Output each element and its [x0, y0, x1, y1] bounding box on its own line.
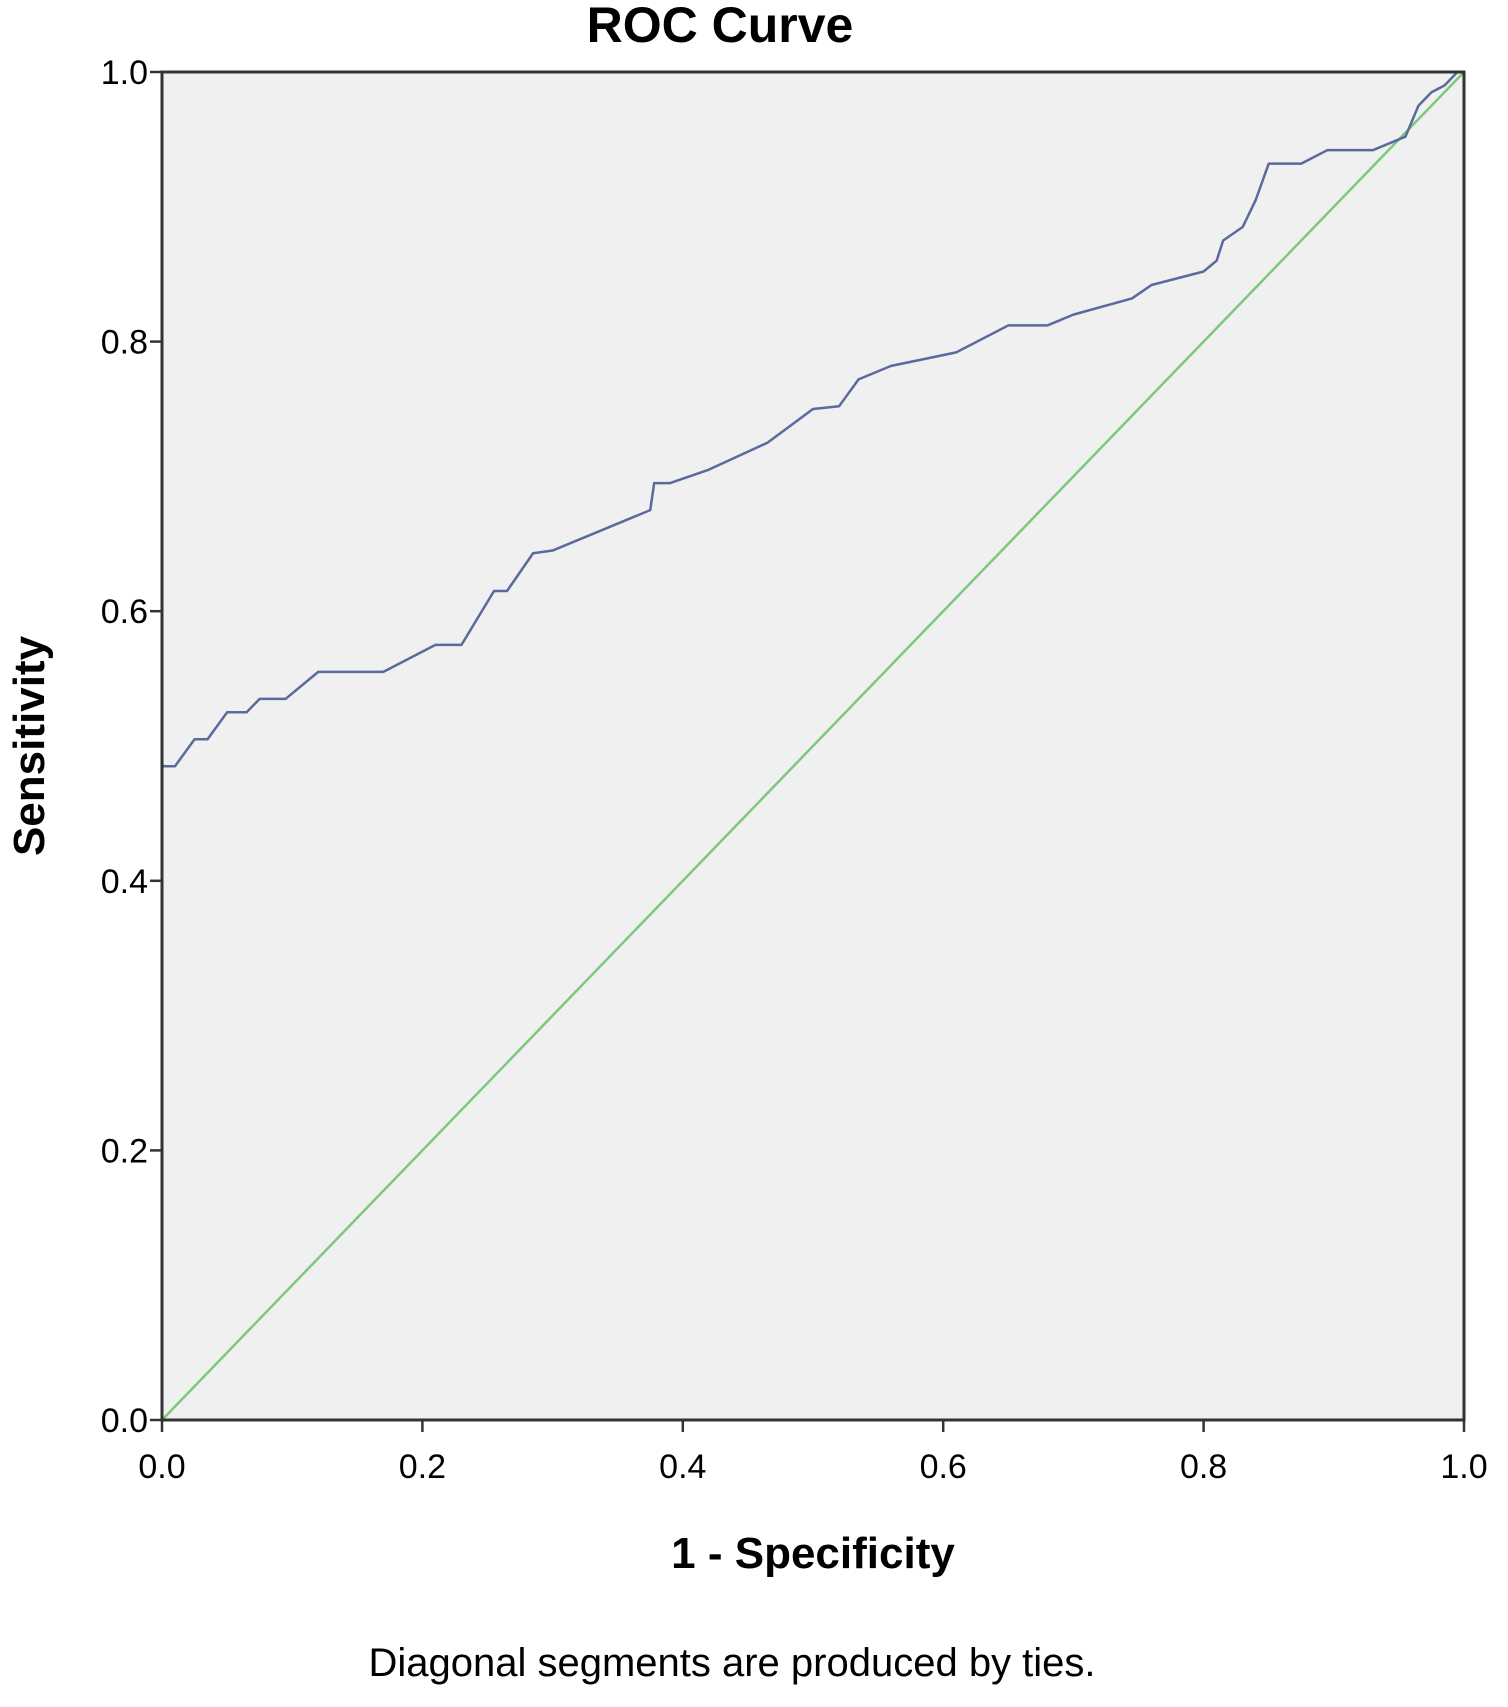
x-axis-title: 1 - Specificity	[671, 1529, 955, 1578]
x-tick-label: 0.6	[920, 1448, 967, 1486]
y-axis-ticks: 0.0 0.2 0.4 0.6 0.8 1.0	[101, 54, 162, 1440]
y-tick-label: 1.0	[101, 54, 148, 92]
roc-curve-group	[162, 70, 1464, 768]
y-tick-label: 0.4	[101, 863, 148, 901]
y-tick-label: 0.0	[101, 1402, 148, 1440]
y-tick-label: 0.2	[101, 1132, 148, 1170]
y-tick-label: 0.8	[101, 324, 148, 362]
reference-line-group	[161, 71, 1465, 1421]
x-tick-label: 0.8	[1180, 1448, 1227, 1486]
y-axis-title: Sensitivity	[5, 635, 54, 856]
y-tick-label: 0.6	[101, 593, 148, 631]
x-axis-ticks: 0.0 0.2 0.4 0.6 0.8 1.0	[138, 1420, 1488, 1486]
x-tick-label: 0.2	[399, 1448, 446, 1486]
plot-frame	[160, 70, 1466, 1422]
reference-line	[161, 71, 1465, 1421]
chart-title: ROC Curve	[587, 0, 854, 53]
x-tick-label: 0.0	[138, 1448, 185, 1486]
footnote: Diagonal segments are produced by ties.	[368, 1641, 1095, 1685]
roc-curve-line	[162, 70, 1464, 768]
x-tick-label: 0.4	[659, 1448, 706, 1486]
x-tick-label: 1.0	[1440, 1448, 1487, 1486]
